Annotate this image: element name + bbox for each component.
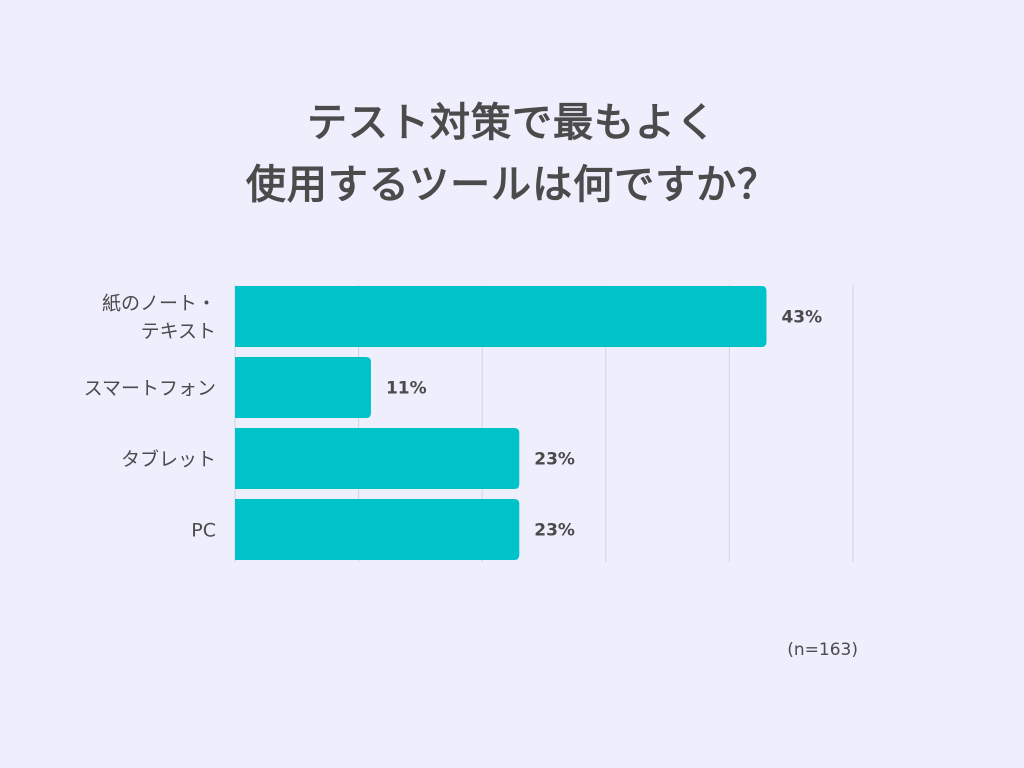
value-label: 11% bbox=[386, 379, 427, 399]
chart-title-line-2: 使用するツールは何ですか？ bbox=[245, 162, 779, 208]
chart-title: テスト対策で最もよく 使用するツールは何ですか？ bbox=[0, 92, 1024, 216]
value-label: 23% bbox=[534, 450, 575, 470]
bar bbox=[235, 357, 371, 418]
bar bbox=[235, 428, 520, 489]
value-label: 43% bbox=[781, 308, 822, 328]
chart-title-line-1: テスト対策で最もよく bbox=[307, 100, 717, 146]
category-label: テキスト bbox=[141, 321, 216, 343]
bar bbox=[235, 286, 767, 347]
bar bbox=[235, 499, 520, 560]
category-label: 紙のノート・ bbox=[102, 293, 216, 315]
category-label: タブレット bbox=[121, 448, 216, 471]
category-label: スマートフォン bbox=[84, 378, 216, 400]
value-label: 23% bbox=[534, 521, 575, 541]
category-label: PC bbox=[191, 520, 216, 542]
sample-size-note: (n=163) bbox=[787, 640, 858, 660]
